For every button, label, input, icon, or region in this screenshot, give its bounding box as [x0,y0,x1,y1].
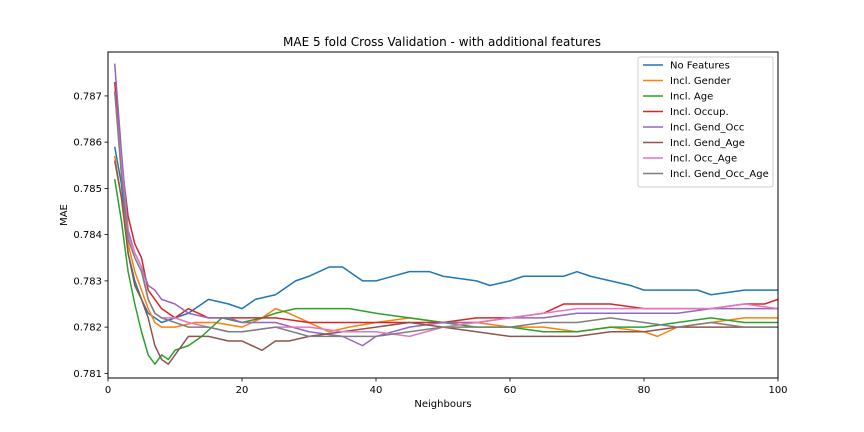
axes-layer: 0 20 40 60 80 100 0.781 0.782 0.783 0.784 0.785 0.7… [73,51,788,396]
legend-label-3: Incl. Occup. [670,107,729,118]
series-line-1 [113,155,778,338]
y-tick-label-1: 0.782 [73,323,102,334]
legend: No Features Incl. Gender Incl. Age Incl. Oc… [637,56,774,188]
x-tick-label-0: 0 [105,385,111,396]
legend-label-7: Incl. Gend_Occ_Age [670,169,769,180]
series-line-7 [113,91,778,338]
y-tick-label-2: 0.783 [73,276,102,287]
legend-label-1: Incl. Gender [670,76,732,87]
legend-label-6: Incl. Occ_Age [670,154,737,165]
legend-label-4: Incl. Gend_Occ [670,123,744,134]
x-tick-label-4: 80 [638,385,651,396]
y-tick-label-4: 0.785 [73,184,102,195]
legend-label-5: Incl. Gend_Age [670,138,745,149]
x-tick-label-5: 100 [768,385,787,396]
x-tick-label-2: 40 [370,385,383,396]
series-layer [113,63,778,365]
x-tick-label-3: 60 [504,385,517,396]
series-line-0 [113,146,778,324]
legend-frame [637,56,774,188]
legend-label-0: No Features [670,61,730,72]
y-tick-label-5: 0.786 [73,138,102,149]
x-tick-label-1: 20 [236,385,249,396]
series-line-2 [113,179,778,365]
y-tick-label-0: 0.781 [73,369,102,380]
axes-frame [107,51,779,379]
chart-title: MAE 5 fold Cross Validation - with addit… [283,35,601,49]
x-axis-label: Neighbours [414,399,471,410]
y-tick-label-6: 0.787 [73,91,102,102]
y-tick-label-3: 0.784 [73,230,102,241]
y-axis-label: MAE [59,204,70,226]
legend-label-2: Incl. Age [670,92,713,103]
series-line-5 [113,160,778,365]
